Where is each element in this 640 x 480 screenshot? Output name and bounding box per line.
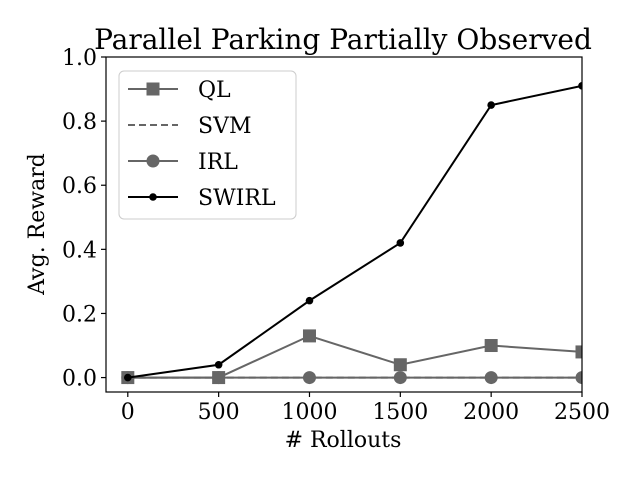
series-line-swirl — [127, 84, 582, 379]
y-axis-label: Avg. Reward — [25, 153, 50, 296]
chart-title: Parallel Parking Partially Observed — [94, 23, 592, 56]
x-axis-label: # Rollouts — [285, 428, 402, 453]
y-tick-label: 0.2 — [62, 302, 97, 327]
legend-label-swirl: SWIRL — [198, 186, 276, 211]
y-tick-label: 0.8 — [62, 110, 97, 135]
legend-marker-swirl — [149, 193, 157, 201]
data-point-ql-4 — [484, 339, 498, 353]
y-tick-label: 1.0 — [62, 46, 97, 71]
data-point-swirl-3 — [396, 239, 405, 247]
legend-box — [118, 70, 297, 220]
y-tick-label: 0.0 — [62, 367, 97, 392]
data-point-ql-5 — [575, 345, 582, 359]
legend-label-svm: SVM — [198, 114, 252, 139]
axes: 0 500 1000 1500 2000 2500 0.0 0.2 0.4 0.6 0.8 1.0 — [62, 46, 610, 425]
series-line-ql — [127, 334, 582, 379]
data-point-irl-4 — [484, 371, 498, 385]
data-point-swirl-1 — [214, 360, 223, 369]
x-tick-label: 1000 — [281, 400, 337, 425]
legend-marker-ql — [146, 82, 160, 96]
y-tick-label: 0.6 — [62, 174, 97, 199]
legend-label-ql: QL — [198, 78, 231, 103]
data-point-swirl-5 — [578, 82, 582, 90]
data-point-ql-3 — [393, 358, 407, 372]
data-point-swirl-4 — [487, 101, 495, 109]
x-tick-label: 2500 — [554, 400, 610, 425]
data-point-irl-3 — [393, 371, 407, 385]
legend-label-irl: IRL — [198, 150, 238, 175]
x-tick-label: 0 — [121, 400, 135, 425]
legend-marker-irl — [146, 154, 160, 168]
series-group — [121, 82, 582, 385]
legend: QL SVM IRL SWIRL — [118, 70, 297, 220]
x-tick-label: 2000 — [463, 400, 519, 425]
x-tick-label: 1500 — [372, 400, 428, 425]
x-tick-label: 500 — [198, 400, 240, 425]
plot-frame — [105, 56, 583, 393]
data-point-irl-5 — [575, 371, 582, 385]
data-point-irl-1 — [212, 371, 226, 385]
y-tick-label: 0.4 — [62, 238, 97, 263]
data-point-swirl-2 — [305, 296, 314, 305]
plot-area — [121, 82, 582, 385]
data-point-irl-2 — [302, 371, 316, 385]
data-point-ql-2 — [302, 329, 316, 343]
data-point-swirl-0 — [124, 373, 132, 382]
